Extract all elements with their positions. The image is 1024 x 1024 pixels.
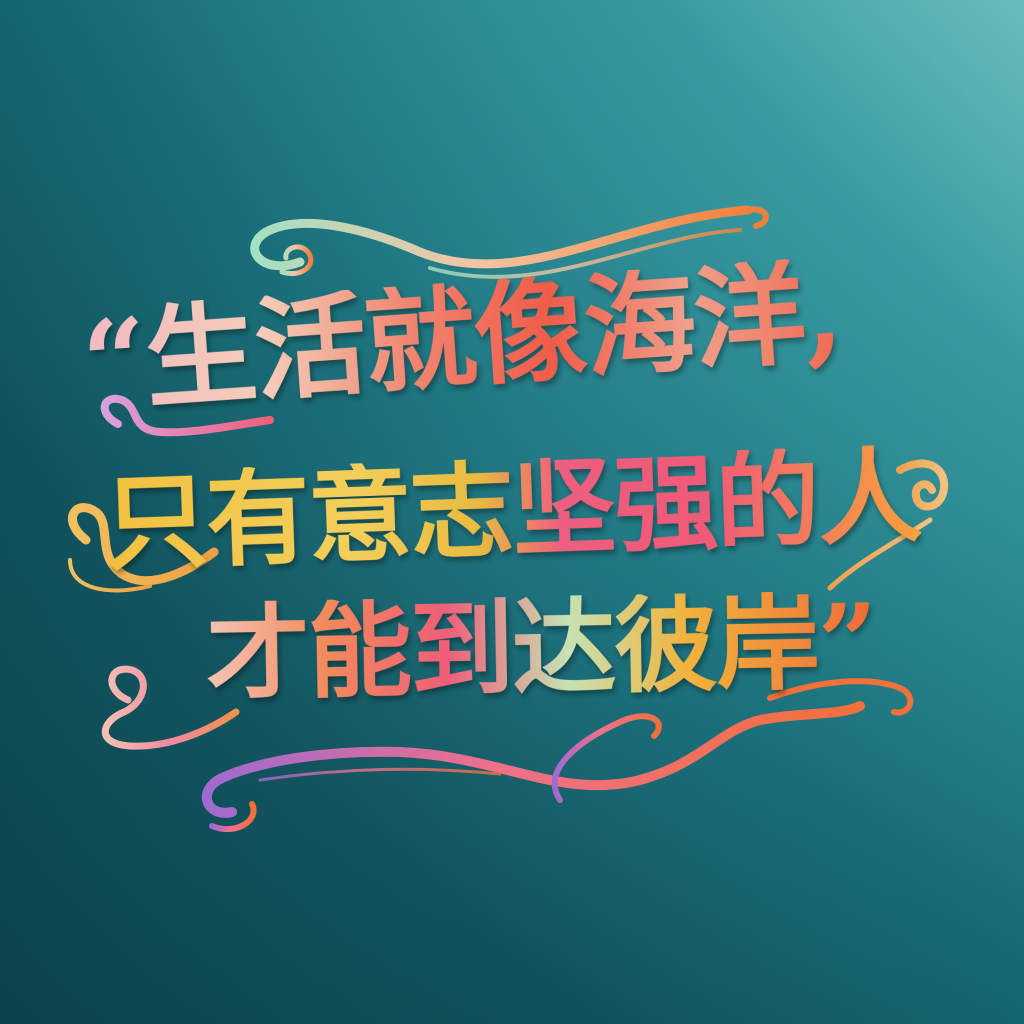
quote-line-3: 才能到达彼岸”: [204, 580, 877, 715]
left-flourish: [68, 394, 274, 750]
bottom-flourish: [201, 701, 865, 833]
top-flourish: [250, 205, 769, 279]
right-flourish: [767, 459, 949, 716]
quote-line-2: 只有意志坚强的人: [102, 433, 922, 586]
